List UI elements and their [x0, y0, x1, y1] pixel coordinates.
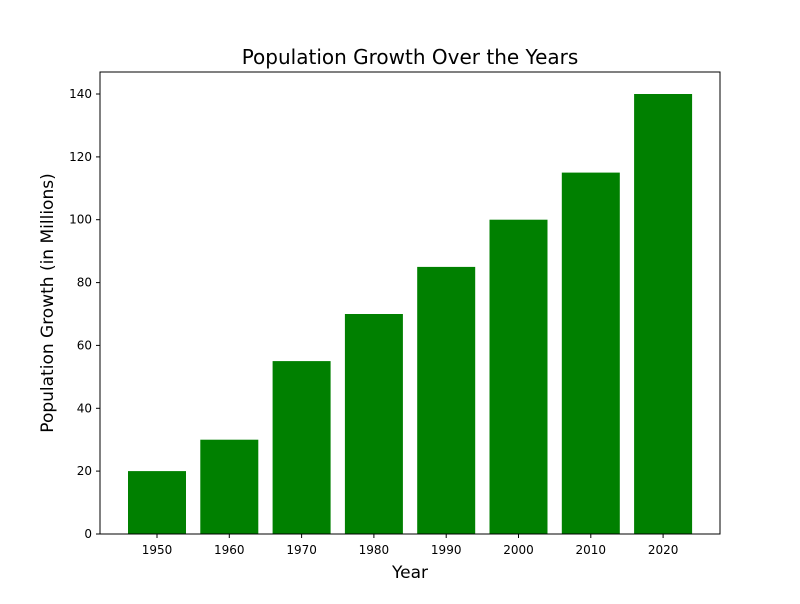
y-tick-label: 40	[77, 401, 92, 415]
bar-2010	[561, 172, 620, 534]
x-tick-label: 2010	[576, 543, 607, 557]
x-axis-label: Year	[391, 563, 428, 583]
x-axis-ticks: 1950 1960 1970 1980 1990 2000 2010 2020	[142, 534, 679, 557]
y-tick-label: 20	[77, 464, 92, 478]
y-tick-label: 120	[69, 150, 92, 164]
y-tick-label: 0	[84, 527, 92, 541]
x-tick-label: 2000	[503, 543, 534, 557]
bar-1960	[200, 439, 259, 534]
bar-1970	[272, 361, 331, 534]
y-tick-label: 100	[69, 213, 92, 227]
y-tick-label: 140	[69, 87, 92, 101]
x-tick-label: 1960	[214, 543, 245, 557]
bar-1990	[417, 266, 476, 534]
bar-2000	[489, 219, 548, 534]
y-axis-label: Population Growth (in Millions)	[38, 173, 58, 432]
x-tick-label: 2020	[648, 543, 679, 557]
y-tick-label: 60	[77, 338, 92, 352]
x-tick-label: 1950	[142, 543, 173, 557]
x-tick-label: 1980	[359, 543, 390, 557]
bar-2020	[634, 94, 693, 534]
y-axis-ticks: 0 20 40 60 80 100 120 140	[69, 87, 100, 541]
chart-title: Population Growth Over the Years	[242, 45, 579, 69]
x-tick-label: 1990	[431, 543, 462, 557]
bars-group	[128, 94, 693, 534]
plot-area-frame	[99, 71, 721, 535]
x-tick-label: 1970	[286, 543, 317, 557]
bar-1980	[344, 314, 403, 534]
y-tick-label: 80	[77, 276, 92, 290]
bar-1950	[128, 471, 186, 534]
